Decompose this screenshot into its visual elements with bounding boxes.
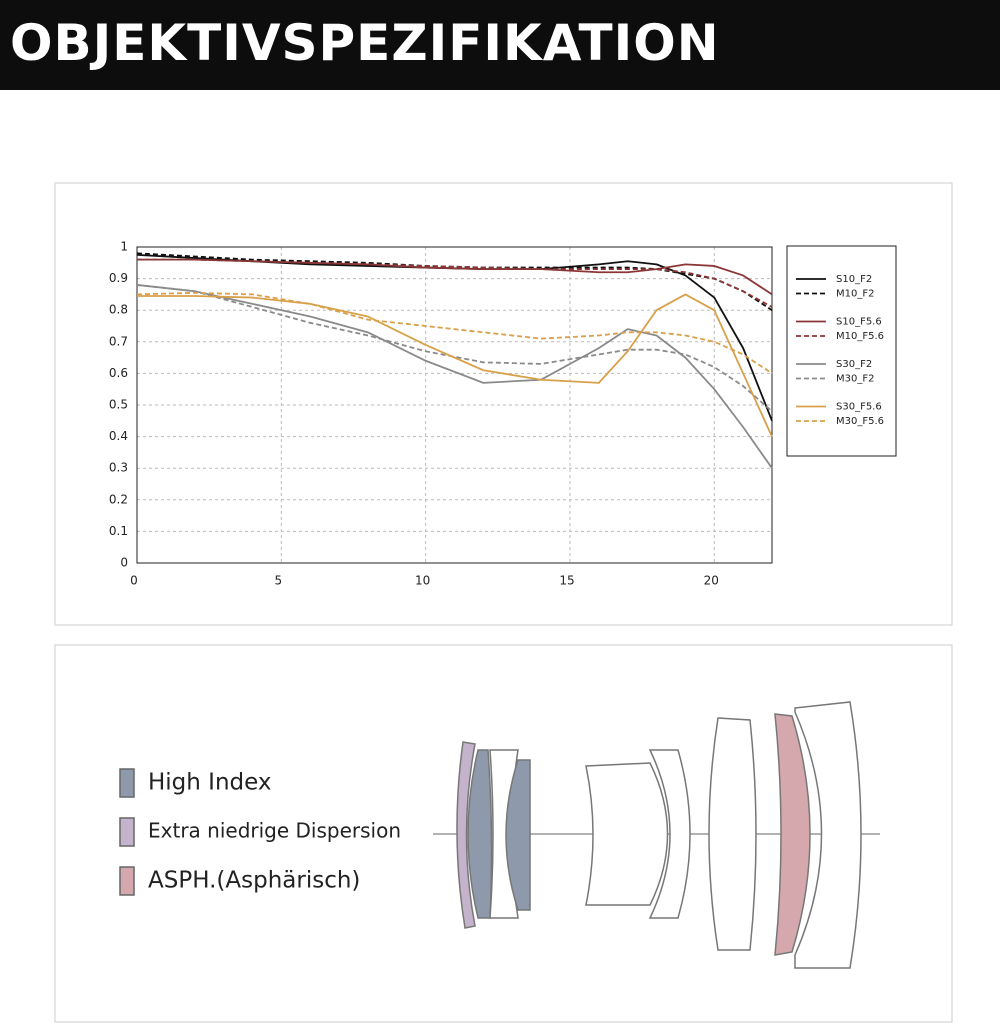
lens-diagram [433, 701, 880, 969]
plot-area [136, 246, 773, 564]
x-tick-label: 0 [130, 574, 138, 588]
legend-label: Extra niedrige Dispersion [148, 819, 401, 843]
lens-element [467, 749, 493, 919]
legend-swatch [119, 866, 135, 896]
legend-label: M30_F5.6 [836, 416, 884, 427]
legend-label: ASPH.(Asphärisch) [148, 868, 360, 894]
legend-label: S10_F5.6 [836, 317, 882, 328]
y-tick-label: 0.7 [109, 334, 128, 348]
legend-label: S30_F5.6 [836, 402, 882, 413]
header-title: OBJEKTIVSPEZIFIKATION [10, 14, 720, 72]
x-tick-label: 10 [415, 574, 430, 588]
series-line [137, 258, 773, 308]
x-tick-label: 20 [704, 574, 719, 588]
legend-label: S30_F2 [836, 359, 872, 370]
legend-swatch [119, 817, 135, 847]
lens-element [505, 759, 531, 911]
legend-label: M10_F2 [836, 289, 874, 300]
lens-legend: High Index Extra niedrige Dispersion ASPH.… [119, 768, 401, 896]
lens-element [774, 713, 811, 956]
legend-label: M30_F2 [836, 374, 874, 385]
y-tick-label: 0.5 [109, 398, 128, 412]
plot-frame [136, 246, 773, 564]
legend-swatch [119, 768, 135, 798]
y-tick-label: 0.8 [109, 303, 128, 317]
lens-element [456, 741, 476, 929]
y-tick-label: 0.2 [109, 492, 128, 506]
series-line [136, 291, 773, 375]
y-tick-label: 0 [120, 556, 128, 570]
lens-element [585, 762, 669, 906]
lens-element [648, 749, 691, 919]
x-tick-label: 15 [559, 574, 574, 588]
y-tick-label: 1 [120, 240, 128, 254]
y-tick-label: 0.6 [109, 366, 128, 380]
lens-element [794, 701, 862, 969]
series-line [137, 293, 773, 437]
legend-label: High Index [148, 770, 272, 796]
header: OBJEKTIVSPEZIFIKATION [0, 0, 1000, 90]
lens-element [708, 717, 757, 951]
y-tick-label: 0.9 [109, 271, 128, 285]
y-tick-label: 0.4 [109, 429, 128, 443]
series-line [136, 284, 773, 412]
x-tick-label: 5 [274, 574, 282, 588]
legend-label: S10_F2 [836, 274, 872, 285]
y-tick-label: 0.1 [109, 524, 128, 538]
y-tick-label: 0.3 [109, 461, 128, 475]
legend-label: M10_F5.6 [836, 331, 884, 342]
